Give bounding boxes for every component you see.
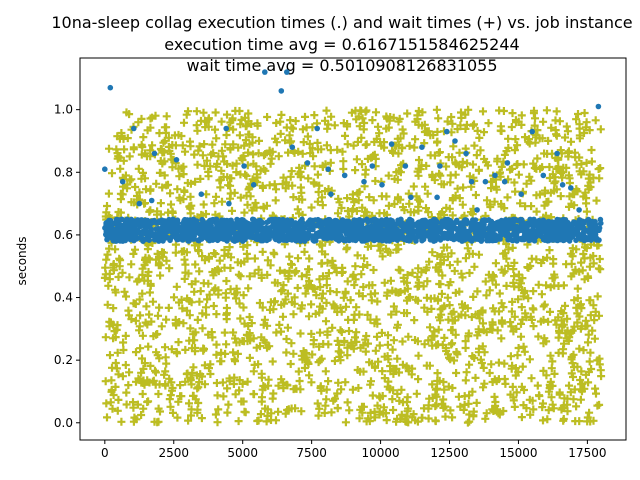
y-tick-label: 1.0: [54, 103, 73, 117]
execution-time-outlier: [119, 178, 126, 185]
execution-time-outlier: [501, 178, 508, 185]
execution-time-outlier: [434, 194, 440, 201]
title-line-3: wait time avg = 0.5010908126831055: [186, 56, 497, 75]
execution-time-outlier: [388, 141, 395, 147]
execution-time-outlier: [289, 144, 296, 150]
y-axis: 0.0 0.2 0.4 0.6 0.8 1.0: [54, 103, 80, 430]
execution-time-outlier: [482, 178, 489, 185]
execution-time-outlier: [223, 125, 229, 132]
execution-time-outlier: [314, 125, 321, 132]
execution-time-outlier: [278, 88, 285, 94]
execution-times-series: [102, 69, 604, 244]
x-tick-label: 0: [101, 446, 109, 460]
y-tick-label: 0.8: [54, 165, 73, 179]
execution-time-outlier: [250, 182, 257, 188]
execution-time-outlier: [198, 191, 205, 197]
execution-time-outlier: [328, 191, 334, 197]
execution-time-outlier: [151, 150, 158, 157]
x-tick-label: 15000: [499, 446, 537, 460]
execution-time-outlier: [463, 150, 469, 157]
execution-time-outlier: [262, 69, 268, 75]
execution-time-outlier: [102, 166, 108, 172]
execution-time-outlier: [131, 125, 137, 132]
execution-time-outlier: [468, 178, 475, 185]
wait-times-series: [100, 105, 606, 427]
execution-time-outlier: [529, 128, 535, 135]
execution-time-outlier: [474, 207, 480, 213]
y-tick-label: 0.4: [54, 291, 73, 305]
execution-time-outlier: [492, 172, 498, 179]
x-tick-label: 12500: [430, 446, 468, 460]
x-axis: 0 2500 5000 7500 10000 12500 15000 17500: [101, 440, 606, 460]
execution-time-outlier: [595, 103, 602, 110]
execution-time-outlier: [444, 128, 450, 135]
y-tick-label: 0.6: [54, 228, 73, 242]
execution-time-outlier: [419, 144, 425, 150]
y-axis-label: seconds: [15, 236, 29, 285]
execution-time-band-markers: [102, 216, 604, 244]
execution-time-outlier: [361, 178, 367, 185]
execution-time-outlier: [568, 185, 574, 191]
execution-time-outlier: [148, 197, 155, 204]
x-tick-label: 17500: [568, 446, 606, 460]
x-tick-label: 5000: [227, 446, 258, 460]
execution-time-outlier: [284, 69, 290, 75]
title-line-2: execution time avg = 0.6167151584625244: [164, 35, 519, 54]
x-tick-label: 10000: [361, 446, 399, 460]
execution-time-outlier: [325, 166, 332, 172]
x-tick-label: 2500: [158, 446, 189, 460]
execution-time-outlier: [173, 157, 180, 163]
y-tick-label: 0.0: [54, 416, 73, 430]
execution-time-outlier: [107, 84, 114, 91]
execution-time-outlier: [369, 163, 376, 169]
execution-time-outlier: [341, 172, 348, 179]
execution-time-outlier: [540, 172, 547, 179]
execution-time-outlier: [554, 150, 560, 157]
execution-time-outlier: [504, 160, 511, 166]
wait-time-markers: [100, 105, 606, 427]
execution-time-outlier: [136, 200, 143, 207]
execution-time-outlier: [559, 182, 566, 188]
chart-title: 10na-sleep collag execution times (.) an…: [51, 13, 632, 75]
execution-time-outlier: [241, 163, 247, 169]
y-tick-label: 0.2: [54, 353, 73, 367]
execution-time-outlier: [304, 160, 311, 166]
execution-time-outlier: [452, 138, 458, 144]
title-line-1: 10na-sleep collag execution times (.) an…: [51, 13, 632, 32]
execution-time-outlier: [518, 191, 524, 197]
execution-time-outlier: [437, 163, 443, 169]
execution-time-outlier: [576, 207, 582, 213]
execution-time-outlier: [226, 200, 232, 207]
plot-area-frame: [79, 57, 627, 441]
execution-time-outlier: [402, 163, 409, 169]
execution-time-outlier: [408, 194, 414, 201]
execution-time-outlier: [213, 216, 220, 223]
execution-time-outlier: [379, 182, 385, 188]
x-tick-label: 7500: [296, 446, 327, 460]
